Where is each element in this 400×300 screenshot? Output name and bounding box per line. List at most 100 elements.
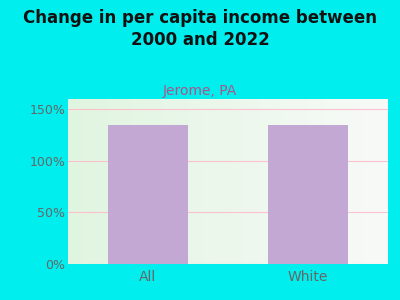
Bar bbox=[182, 99, 183, 264]
Bar bbox=[239, 99, 241, 264]
Bar bbox=[68, 99, 70, 264]
Bar bbox=[290, 99, 292, 264]
Bar bbox=[375, 99, 377, 264]
Bar bbox=[113, 99, 114, 264]
Bar bbox=[302, 99, 303, 264]
Bar bbox=[102, 99, 103, 264]
Bar bbox=[218, 99, 220, 264]
Bar bbox=[236, 99, 238, 264]
Bar bbox=[377, 99, 378, 264]
Bar bbox=[343, 99, 345, 264]
Bar bbox=[241, 99, 242, 264]
Bar bbox=[194, 99, 196, 264]
Bar bbox=[338, 99, 340, 264]
Bar bbox=[132, 99, 134, 264]
Bar bbox=[361, 99, 362, 264]
Bar bbox=[204, 99, 206, 264]
Bar bbox=[318, 99, 319, 264]
Bar bbox=[314, 99, 316, 264]
Bar bbox=[385, 99, 386, 264]
Bar bbox=[86, 99, 87, 264]
Bar bbox=[111, 99, 113, 264]
Bar bbox=[175, 99, 177, 264]
Bar bbox=[106, 99, 108, 264]
Bar bbox=[274, 99, 276, 264]
Bar bbox=[153, 99, 154, 264]
Bar bbox=[250, 99, 252, 264]
Bar bbox=[89, 99, 90, 264]
Bar bbox=[81, 99, 82, 264]
Bar bbox=[332, 99, 334, 264]
Bar bbox=[73, 99, 74, 264]
Bar bbox=[118, 99, 119, 264]
Bar bbox=[262, 99, 263, 264]
Bar bbox=[286, 99, 287, 264]
Bar bbox=[196, 99, 198, 264]
Bar bbox=[364, 99, 366, 264]
Bar bbox=[161, 99, 162, 264]
Bar bbox=[294, 99, 295, 264]
Bar bbox=[372, 99, 374, 264]
Bar bbox=[316, 99, 318, 264]
Bar bbox=[142, 99, 143, 264]
Bar bbox=[76, 99, 78, 264]
Bar bbox=[209, 99, 210, 264]
Bar bbox=[100, 99, 102, 264]
Bar bbox=[279, 99, 281, 264]
Bar bbox=[198, 99, 199, 264]
Bar bbox=[310, 99, 311, 264]
Bar bbox=[98, 99, 100, 264]
Bar bbox=[369, 99, 370, 264]
Bar bbox=[258, 99, 260, 264]
Text: Change in per capita income between
2000 and 2022: Change in per capita income between 2000… bbox=[23, 9, 377, 49]
Bar bbox=[70, 99, 71, 264]
Bar bbox=[380, 99, 382, 264]
Bar bbox=[193, 99, 194, 264]
Bar bbox=[263, 99, 265, 264]
Bar bbox=[159, 99, 161, 264]
Bar bbox=[340, 99, 342, 264]
Bar bbox=[305, 99, 306, 264]
Bar bbox=[268, 99, 270, 264]
Bar bbox=[116, 99, 118, 264]
Bar bbox=[84, 99, 86, 264]
Bar bbox=[134, 99, 135, 264]
Bar bbox=[308, 99, 310, 264]
Bar bbox=[234, 99, 236, 264]
Bar bbox=[348, 99, 350, 264]
Bar bbox=[281, 99, 282, 264]
Bar bbox=[126, 99, 127, 264]
Bar bbox=[289, 99, 290, 264]
Bar bbox=[306, 99, 308, 264]
Bar bbox=[254, 99, 255, 264]
Bar bbox=[324, 99, 326, 264]
Bar bbox=[311, 99, 313, 264]
Bar bbox=[220, 99, 222, 264]
Bar bbox=[342, 99, 343, 264]
Bar bbox=[303, 99, 305, 264]
Bar bbox=[105, 99, 106, 264]
Bar bbox=[334, 99, 335, 264]
Bar bbox=[282, 99, 284, 264]
Bar bbox=[215, 99, 217, 264]
Bar bbox=[284, 99, 286, 264]
Bar bbox=[366, 99, 367, 264]
Bar bbox=[297, 99, 298, 264]
Bar bbox=[337, 99, 338, 264]
Bar bbox=[233, 99, 234, 264]
Bar bbox=[186, 99, 188, 264]
Bar bbox=[350, 99, 351, 264]
Bar bbox=[158, 99, 159, 264]
Bar bbox=[212, 99, 214, 264]
Bar bbox=[226, 99, 228, 264]
Bar bbox=[191, 99, 193, 264]
Bar bbox=[223, 99, 225, 264]
Bar bbox=[90, 99, 92, 264]
Bar bbox=[127, 99, 129, 264]
Bar bbox=[92, 99, 94, 264]
Bar bbox=[370, 99, 372, 264]
Bar bbox=[217, 99, 218, 264]
Bar bbox=[265, 99, 266, 264]
Bar bbox=[79, 99, 81, 264]
Bar bbox=[174, 99, 175, 264]
